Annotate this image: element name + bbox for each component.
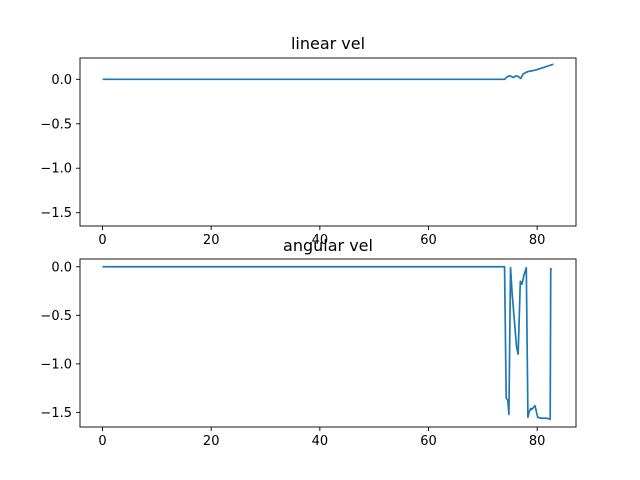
x-tick-label: 60 [420, 233, 437, 248]
angular-vel-ticks: 0 20 40 60 80 0.0 −0.5 −1.0 −1.5 [40, 260, 545, 449]
angular-vel-axes-frame [79, 258, 577, 428]
x-tick-label: 80 [529, 434, 546, 449]
angular-vel-title: angular vel [283, 236, 373, 255]
angular-vel-line [102, 265, 553, 421]
y-tick-label: −0.5 [40, 117, 72, 132]
y-tick-label: −1.5 [40, 206, 72, 221]
linear-vel-axes-frame [79, 57, 577, 227]
x-tick-label: 0 [98, 233, 106, 248]
y-tick-label: 0.0 [51, 260, 72, 275]
linear-vel-subplot: linear vel 0 20 40 60 80 0.0 −0.5 −1.0 −1.5 [40, 34, 577, 248]
angular-vel-subplot: angular vel 0 20 40 60 80 0.0 −0.5 −1.0 −1.5 [40, 236, 577, 449]
x-tick-label: 0 [98, 434, 106, 449]
linear-vel-ticks: 0 20 40 60 80 0.0 −0.5 −1.0 −1.5 [40, 73, 545, 248]
x-tick-label: 40 [312, 434, 329, 449]
linear-vel-title: linear vel [291, 34, 365, 53]
x-tick-label: 40 [312, 233, 329, 248]
y-tick-label: −1.0 [40, 357, 72, 372]
y-tick-label: 0.0 [51, 73, 72, 88]
y-tick-label: −0.5 [40, 309, 72, 324]
x-tick-label: 20 [203, 233, 220, 248]
linear-vel-line [102, 63, 554, 81]
x-tick-label: 60 [420, 434, 437, 449]
x-tick-label: 20 [203, 434, 220, 449]
x-tick-label: 80 [529, 233, 546, 248]
y-tick-label: −1.5 [40, 406, 72, 421]
y-tick-label: −1.0 [40, 162, 72, 177]
